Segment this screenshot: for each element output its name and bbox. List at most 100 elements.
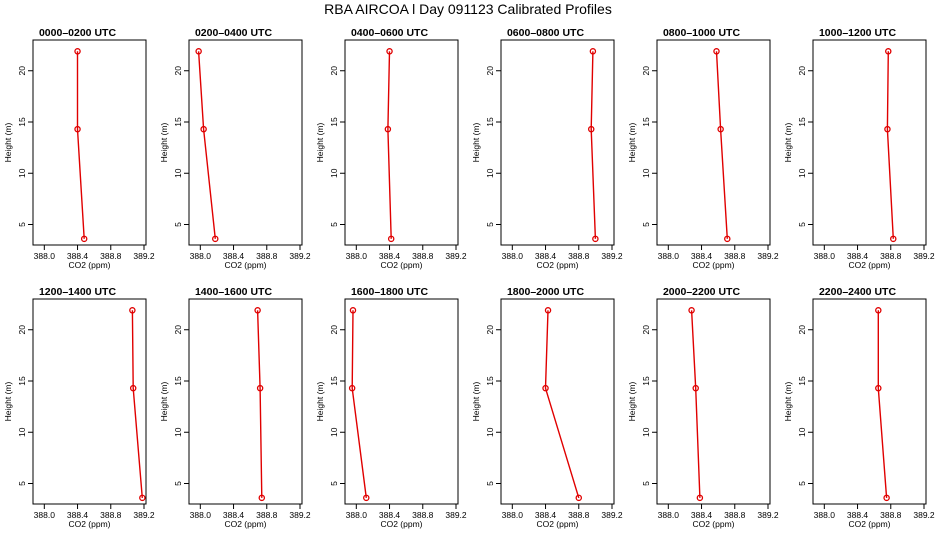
- panel-title: 0800–1000 UTC: [663, 27, 740, 39]
- x-tick-label: 388.0: [658, 251, 680, 261]
- panel-title: 1600–1800 UTC: [351, 286, 428, 298]
- profile-point: [384, 125, 392, 133]
- profile-point: [74, 48, 81, 55]
- profile-point: [544, 307, 552, 314]
- y-tick-label: 10: [173, 168, 183, 178]
- y-tick-label: 5: [173, 222, 183, 227]
- profile-point: [349, 307, 357, 314]
- y-tick-label: 20: [329, 325, 339, 335]
- y-tick-label: 15: [641, 117, 651, 127]
- x-tick-label: 388.8: [568, 510, 590, 520]
- y-tick-label: 10: [641, 427, 651, 437]
- y-tick-label: 10: [173, 427, 183, 437]
- profile-point: [195, 48, 202, 55]
- y-tick-label: 15: [641, 376, 651, 386]
- x-tick-label: 388.8: [412, 510, 434, 520]
- x-tick-label: 388.8: [724, 510, 746, 520]
- x-axis-label: CO2 (ppm): [692, 519, 734, 529]
- profile-point: [688, 307, 695, 314]
- x-tick-label: 389.2: [757, 510, 779, 520]
- plot-frame: [32, 39, 147, 246]
- x-tick-label: 388.0: [814, 510, 836, 520]
- y-tick-label: 10: [797, 168, 807, 178]
- profile-line: [590, 51, 597, 239]
- panel-9: 1600–1800 UTC 388.0 388.4 388.8 389.2 CO2 (pp…: [315, 286, 467, 529]
- profile-point: [386, 48, 393, 55]
- profile-point: [592, 235, 599, 243]
- plot-frame: [500, 298, 615, 505]
- y-tick-label: 20: [17, 66, 27, 76]
- profile-point: [692, 384, 699, 392]
- profile-line: [886, 51, 894, 239]
- x-tick-label: 389.2: [133, 251, 155, 261]
- x-axis-label: CO2 (ppm): [68, 519, 110, 529]
- x-tick-label: 388.0: [190, 510, 212, 520]
- y-tick-label: 5: [17, 481, 27, 486]
- y-tick-label: 15: [17, 117, 27, 127]
- x-tick-label: 388.4: [379, 510, 401, 520]
- x-tick-label: 388.0: [502, 251, 524, 261]
- x-tick-label: 388.4: [847, 251, 869, 261]
- profile-line: [351, 310, 367, 498]
- y-axis-label: Height (m): [3, 382, 13, 422]
- y-tick-label: 5: [485, 481, 495, 486]
- chart-main-title: RBA AIRCOA l Day 091123 Calibrated Profi…: [324, 1, 612, 17]
- panel-title: 0000–0200 UTC: [39, 27, 116, 39]
- profile-point: [74, 125, 81, 133]
- profile-line: [197, 51, 216, 239]
- x-axis-label: CO2 (ppm): [692, 260, 734, 270]
- profile-line: [387, 51, 392, 239]
- y-tick-label: 15: [329, 117, 339, 127]
- y-tick-label: 20: [485, 66, 495, 76]
- panel-4: 0600–0800 UTC 388.0 388.4 388.8 389.2 CO2 (pp…: [471, 27, 623, 270]
- y-tick-label: 20: [173, 325, 183, 335]
- panel-12: 2200–2400 UTC 388.0 388.4 388.8 389.2 CO2 (pp…: [783, 286, 935, 529]
- profile-point: [890, 235, 897, 243]
- y-axis-label: Height (m): [783, 382, 793, 422]
- x-tick-label: 388.8: [568, 251, 590, 261]
- x-tick-label: 388.4: [379, 251, 401, 261]
- plot-frame: [32, 298, 147, 505]
- panel-8: 1400–1600 UTC 388.0 388.4 388.8 389.2 CO2 (pp…: [159, 286, 311, 529]
- profile-point: [256, 384, 264, 392]
- profile-point: [575, 494, 583, 502]
- y-tick-label: 15: [173, 117, 183, 127]
- panel-11: 2000–2200 UTC 388.0 388.4 388.8 389.2 CO2 (pp…: [627, 286, 779, 529]
- x-axis-label: CO2 (ppm): [536, 519, 578, 529]
- x-tick-label: 389.2: [601, 251, 623, 261]
- profile-line: [131, 310, 143, 498]
- plot-frame: [188, 298, 303, 505]
- y-tick-label: 15: [485, 117, 495, 127]
- panel-3: 0400–0600 UTC 388.0 388.4 388.8 389.2 CO2 (pp…: [315, 27, 467, 270]
- y-tick-label: 10: [17, 427, 27, 437]
- x-tick-label: 388.4: [691, 510, 713, 520]
- panel-5: 0800–1000 UTC 388.0 388.4 388.8 389.2 CO2 (pp…: [627, 27, 779, 270]
- x-tick-label: 389.2: [289, 510, 311, 520]
- x-tick-label: 388.8: [256, 251, 278, 261]
- x-tick-label: 388.0: [34, 251, 56, 261]
- plot-frame: [656, 298, 771, 505]
- y-tick-label: 5: [485, 222, 495, 227]
- profile-line: [544, 310, 580, 499]
- panel-title: 1800–2000 UTC: [507, 286, 584, 298]
- y-tick-label: 20: [641, 325, 651, 335]
- x-tick-label: 388.8: [100, 251, 122, 261]
- panel-title: 1400–1600 UTC: [195, 286, 272, 298]
- profile-point: [200, 125, 207, 133]
- panel-title: 0400–0600 UTC: [351, 27, 428, 39]
- panel-1: 0000–0200 UTC 388.0 388.4 388.8 389.2 CO2 (pp…: [3, 27, 155, 270]
- y-tick-label: 20: [329, 66, 339, 76]
- profile-point: [542, 384, 549, 392]
- profile-point: [212, 235, 219, 243]
- y-axis-label: Height (m): [471, 382, 481, 422]
- x-tick-label: 388.0: [346, 251, 368, 261]
- x-tick-label: 388.4: [535, 251, 557, 261]
- y-tick-label: 10: [329, 168, 339, 178]
- y-tick-label: 15: [173, 376, 183, 386]
- profile-point: [254, 307, 261, 314]
- x-tick-label: 389.2: [913, 251, 935, 261]
- x-axis-label: CO2 (ppm): [380, 519, 422, 529]
- y-axis-label: Height (m): [627, 123, 637, 163]
- panel-title: 0600–0800 UTC: [507, 27, 584, 39]
- y-tick-label: 5: [17, 222, 27, 227]
